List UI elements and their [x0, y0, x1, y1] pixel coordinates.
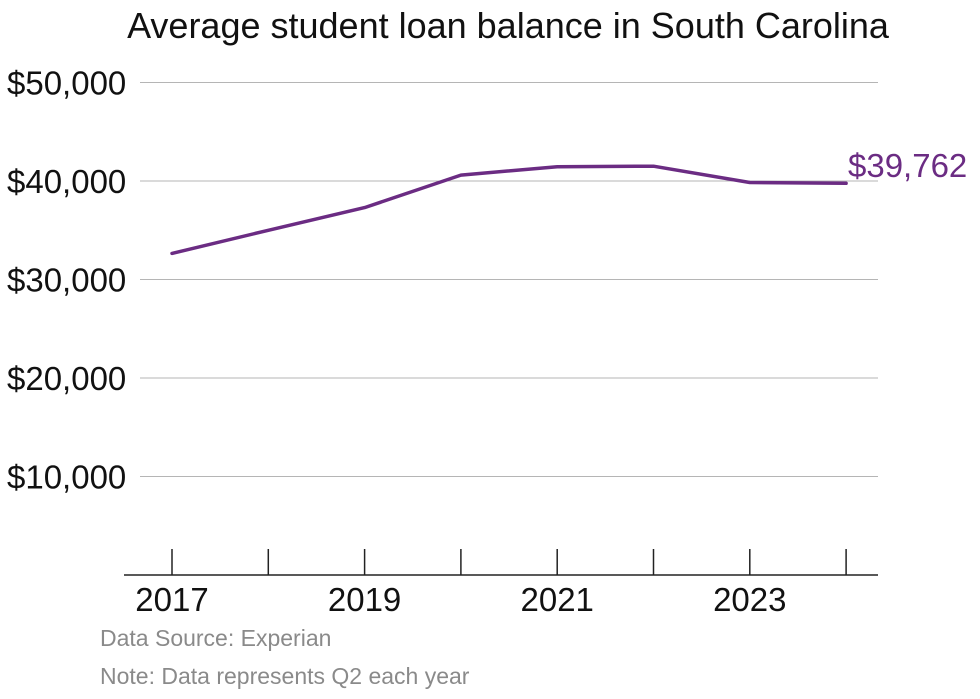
gridlines: [140, 82, 878, 477]
series-line: [170, 164, 848, 256]
x-tick-label: 2019: [328, 581, 401, 618]
data-note: Note: Data represents Q2 each year: [100, 663, 470, 689]
x-tick-label: 2017: [135, 581, 208, 618]
y-tick-label: $10,000: [7, 459, 126, 496]
chart-title: Average student loan balance in South Ca…: [127, 5, 890, 46]
y-tick-label: $50,000: [7, 65, 126, 102]
y-tick-label: $30,000: [7, 262, 126, 299]
y-tick-label: $20,000: [7, 360, 126, 397]
x-tick-label: 2023: [713, 581, 786, 618]
x-axis: [124, 549, 878, 576]
end-value-label: $39,762: [848, 147, 967, 184]
x-axis-tick-labels: 2017 2019 2021 2023: [135, 581, 786, 618]
x-tick-label: 2021: [520, 581, 593, 618]
y-axis-tick-labels: $10,000 $20,000 $30,000 $40,000 $50,000: [7, 65, 126, 496]
y-tick-label: $40,000: [7, 163, 126, 200]
data-source-note: Data Source: Experian: [100, 625, 331, 651]
series: [170, 164, 848, 256]
